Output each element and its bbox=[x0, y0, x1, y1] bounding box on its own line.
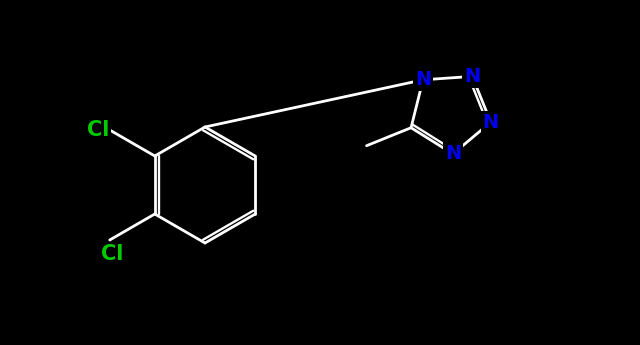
Text: Cl: Cl bbox=[86, 120, 109, 140]
Text: Cl: Cl bbox=[100, 244, 123, 264]
Text: N: N bbox=[464, 67, 481, 86]
Text: N: N bbox=[483, 113, 499, 132]
Text: N: N bbox=[415, 70, 431, 89]
Text: N: N bbox=[445, 145, 461, 164]
